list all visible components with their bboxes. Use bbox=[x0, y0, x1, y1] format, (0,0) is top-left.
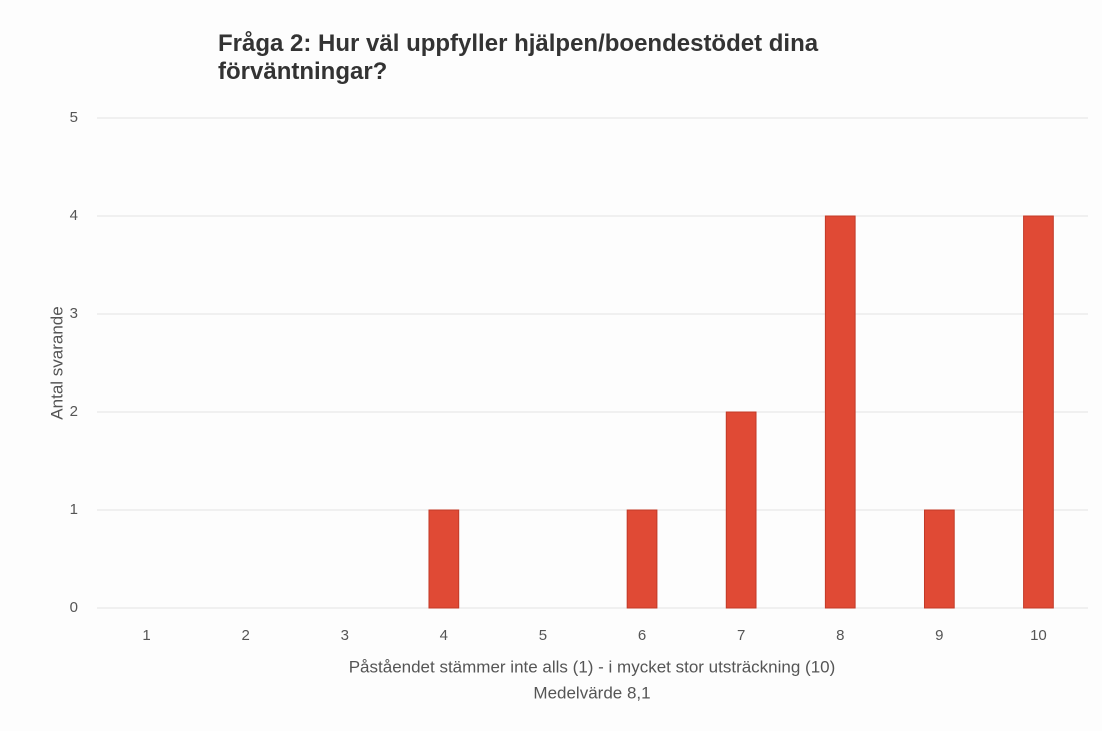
x-tick-label: 1 bbox=[142, 627, 150, 644]
x-tick-label: 6 bbox=[638, 627, 646, 644]
x-tick-label: 4 bbox=[440, 627, 448, 644]
y-axis-label: Antal svarande bbox=[47, 306, 66, 419]
y-tick-label: 0 bbox=[70, 599, 78, 616]
annotation: Medelvärde 8,1 bbox=[533, 683, 650, 702]
bar bbox=[428, 509, 460, 609]
x-tick-label: 8 bbox=[836, 627, 844, 644]
y-tick-label: 1 bbox=[70, 501, 78, 518]
bar bbox=[1023, 215, 1054, 609]
x-tick-label: 3 bbox=[341, 627, 349, 644]
bar bbox=[923, 509, 955, 609]
x-tick-label: 7 bbox=[737, 627, 745, 644]
y-tick-label: 2 bbox=[70, 403, 78, 420]
y-tick-label: 3 bbox=[70, 305, 78, 322]
y-tick-label: 4 bbox=[70, 207, 78, 224]
x-tick-label: 9 bbox=[935, 627, 943, 644]
bar bbox=[626, 509, 658, 609]
x-tick-label: 5 bbox=[539, 627, 547, 644]
chart-title: Fråga 2: Hur väl uppfyller hjälpen/boend… bbox=[218, 30, 819, 85]
x-axis-label: Påståendet stämmer inte alls (1) - i myc… bbox=[349, 657, 836, 676]
x-tick-label: 2 bbox=[241, 627, 249, 644]
x-tick-label: 10 bbox=[1030, 627, 1047, 644]
bar bbox=[824, 215, 856, 609]
bar bbox=[725, 411, 757, 609]
y-tick-label: 5 bbox=[70, 109, 78, 126]
